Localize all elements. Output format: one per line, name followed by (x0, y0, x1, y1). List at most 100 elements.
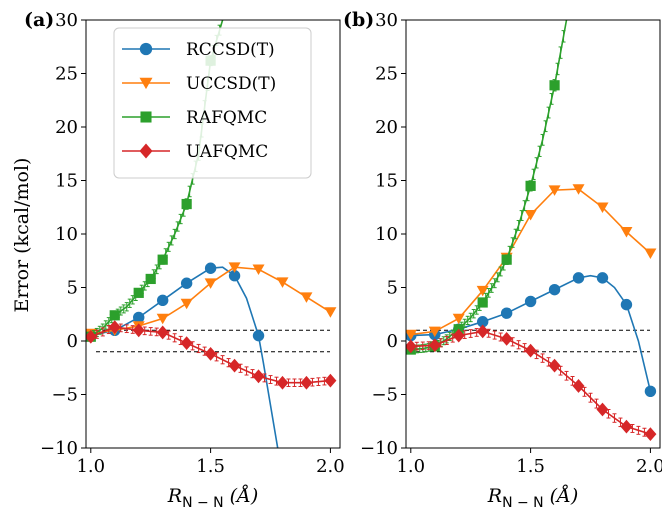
legend-box (113, 27, 312, 179)
data-point (596, 402, 609, 417)
y-tick-label: 0 (387, 331, 398, 352)
data-point (145, 273, 156, 285)
y-tick-label: 20 (375, 117, 398, 138)
panel-b-ticks: 1.0 1.5 2.0 −10 −5 0 5 10 15 20 25 30 (360, 10, 662, 477)
data-point (406, 329, 417, 341)
panel-b-plot (406, 20, 657, 441)
y-tick-label: 30 (375, 10, 398, 31)
series-line (410, 20, 568, 351)
data-point (428, 326, 441, 338)
y-tick-label: 15 (55, 171, 78, 192)
data-point (276, 375, 289, 390)
data-point (108, 320, 121, 334)
legend-entry: RCCSD(T) (122, 40, 275, 60)
data-point (156, 294, 169, 307)
data-point (133, 287, 144, 298)
panel-b-frame (405, 19, 661, 449)
data-point (524, 209, 537, 221)
data-point (477, 297, 488, 308)
data-point (476, 316, 489, 328)
x-axis-label-subscript: N − N (182, 495, 224, 511)
legend-entry: RAFQMC (122, 108, 267, 128)
series-uccsdt (406, 184, 657, 341)
data-point (157, 254, 168, 265)
legend-label: RCCSD(T) (186, 40, 275, 60)
legend-entry: UAFQMC (122, 142, 268, 162)
x-tick-label: 2.0 (636, 456, 662, 477)
y-tick-label: 25 (375, 64, 398, 85)
y-tick-label: 5 (387, 278, 398, 299)
legend-marker (140, 111, 152, 123)
panel-a-label: (a) (24, 9, 54, 31)
data-point (548, 358, 561, 373)
data-point (156, 313, 169, 325)
data-point (548, 283, 561, 296)
data-point (180, 336, 193, 351)
x-axis-label-main: R (487, 485, 502, 507)
data-point (181, 198, 192, 210)
series-uafqmc (406, 324, 657, 441)
data-point (428, 338, 441, 353)
x-tick-label: 1.0 (76, 456, 105, 477)
x-tick-label: 1.5 (516, 456, 545, 477)
y-tick-label: 25 (55, 64, 78, 85)
series-line (410, 274, 652, 392)
data-point (324, 307, 337, 318)
data-point (252, 329, 265, 342)
data-point (300, 375, 313, 390)
data-point (228, 270, 241, 282)
x-tick-label: 1.5 (196, 456, 225, 477)
panel-b-x-axis-label: RN − N (Å) (487, 485, 578, 511)
data-point (525, 180, 536, 191)
data-point (452, 328, 465, 343)
panel-a: (a) 1.0 1.5 2.0 −10 −5 0 5 10 15 20 25 30 RN − N (Å… (24, 9, 345, 511)
data-point (524, 295, 537, 308)
y-axis-label: Error (kcal/mol) (11, 158, 33, 313)
data-point (324, 373, 337, 388)
x-axis-label-main: R (167, 485, 182, 507)
data-point (476, 285, 489, 297)
data-point (500, 307, 513, 319)
y-tick-label: 5 (67, 278, 78, 299)
data-point (572, 184, 585, 195)
y-tick-label: 30 (55, 10, 78, 31)
y-tick-label: 0 (67, 331, 78, 352)
data-point (132, 323, 145, 338)
legend-marker (139, 143, 153, 159)
data-point (549, 80, 560, 91)
data-point (644, 427, 657, 441)
data-point (86, 329, 97, 344)
panel-a-x-axis-label: RN − N (Å) (167, 485, 258, 511)
data-point (228, 358, 241, 373)
data-point (620, 298, 633, 311)
series-line (90, 266, 279, 448)
data-point (476, 324, 489, 339)
y-tick-label: 20 (55, 117, 78, 138)
data-point (228, 262, 241, 273)
y-tick-label: −5 (371, 385, 398, 406)
legend-marker (139, 42, 153, 56)
data-point (548, 185, 561, 196)
x-axis-label-subscript: N − N (502, 495, 544, 511)
data-point (620, 419, 633, 434)
data-point (180, 298, 193, 310)
y-tick-label: 10 (55, 224, 78, 245)
x-tick-label: 2.0 (316, 456, 345, 477)
data-point (524, 343, 537, 358)
legend-entry: UCCSD(T) (122, 74, 276, 94)
data-point (204, 346, 217, 361)
data-point (501, 254, 512, 265)
panel-b: (b) 1.0 1.5 2.0 −10 −5 0 5 10 15 20 25 30 RN − N (Å… (343, 9, 662, 511)
legend-label: UCCSD(T) (186, 74, 276, 94)
data-point (180, 277, 193, 289)
data-point (572, 272, 585, 284)
series-rccsdt (406, 272, 657, 397)
data-point (109, 310, 120, 321)
clipped-plot (406, 20, 657, 441)
legend: RCCSD(T) UCCSD(T) RAFQMC UAFQMC (113, 27, 312, 179)
y-tick-label: −10 (40, 438, 78, 459)
data-point (596, 202, 609, 213)
legend-label: RAFQMC (186, 108, 267, 128)
data-point (252, 264, 265, 276)
